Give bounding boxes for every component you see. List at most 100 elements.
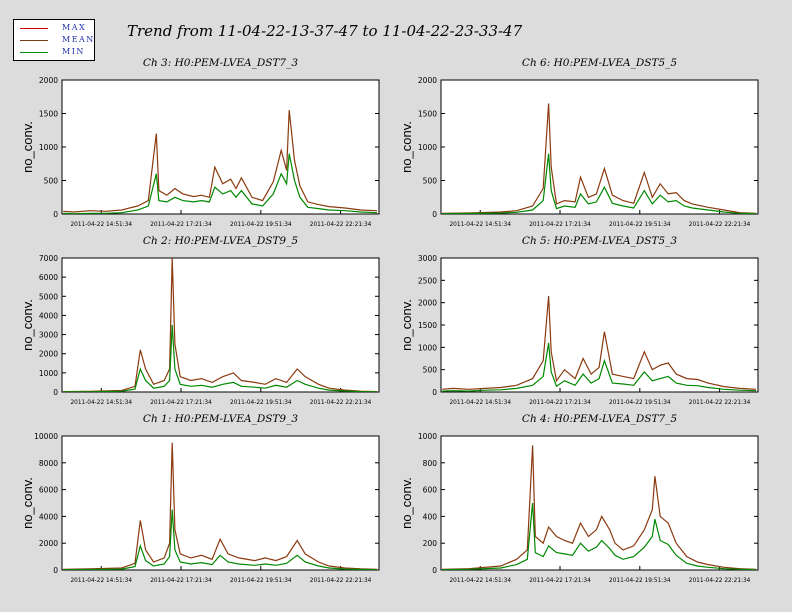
chart-4-ytick-label-4: 2000 xyxy=(418,299,437,308)
chart-3-ytick-label-5: 5000 xyxy=(39,292,58,301)
chart-4-ytick-label-1: 500 xyxy=(423,366,438,375)
chart-2-ytick-label-2: 1000 xyxy=(418,143,437,152)
chart-5-xtick-label-0: 2011-04-22 14:51:34 xyxy=(70,578,132,584)
chart-6-ytick-label-0: 0 xyxy=(432,566,437,575)
chart-5-ylabel: no_conv. xyxy=(20,477,35,529)
chart-5-series-min xyxy=(63,509,378,570)
chart-4-ytick-label-3: 1500 xyxy=(418,321,437,330)
chart-1-ytick-label-1: 500 xyxy=(44,177,59,186)
chart-2-plot-area xyxy=(440,79,759,215)
chart-5-xtick-label-1: 2011-04-22 17:21:34 xyxy=(150,578,212,584)
legend: MAX MEAN MIN xyxy=(13,19,95,61)
chart-3-series-min xyxy=(63,324,378,392)
legend-item-min: MIN xyxy=(18,47,92,59)
legend-swatch-max xyxy=(20,28,48,29)
chart-4-ytick-label-5: 2500 xyxy=(418,276,437,285)
chart-5-ytick-label-4: 8000 xyxy=(39,459,58,468)
chart-6-ytick-label-4: 800 xyxy=(423,459,438,468)
chart-1-ytick-label-0: 0 xyxy=(53,210,58,219)
chart-3-xtick-label-1: 2011-04-22 17:21:34 xyxy=(150,400,212,406)
chart-2-title: Ch 6: H0:PEM-LVEA_DST5_5 xyxy=(522,57,677,69)
chart-5-ytick-label-0: 0 xyxy=(53,566,58,575)
chart-1-ylabel: no_conv. xyxy=(20,121,35,173)
chart-2-xtick-label-0: 2011-04-22 14:51:34 xyxy=(449,222,511,228)
chart-4-xtick-label-2: 2011-04-22 19:51:34 xyxy=(609,400,671,406)
chart-2-xtick-label-1: 2011-04-22 17:21:34 xyxy=(529,222,591,228)
chart-2-ytick-label-1: 500 xyxy=(423,177,438,186)
chart-3-title: Ch 2: H0:PEM-LVEA_DST9_5 xyxy=(143,235,298,247)
chart-6-title: Ch 4: H0:PEM-LVEA_DST7_5 xyxy=(522,413,677,425)
legend-label-mean: MEAN xyxy=(62,35,95,44)
chart-5-title: Ch 1: H0:PEM-LVEA_DST9_3 xyxy=(143,413,298,425)
chart-1-xtick-label-1: 2011-04-22 17:21:34 xyxy=(150,222,212,228)
chart-1-ytick-label-3: 1500 xyxy=(39,110,58,119)
legend-swatch-mean xyxy=(20,40,48,41)
chart-3-ytick-label-0: 0 xyxy=(53,388,58,397)
chart-6-xtick-label-1: 2011-04-22 17:21:34 xyxy=(529,578,591,584)
chart-6-ytick-label-5: 1000 xyxy=(418,432,437,441)
chart-5-ytick-label-2: 4000 xyxy=(39,512,58,521)
chart-4-ylabel: no_conv. xyxy=(399,299,414,351)
chart-4-ytick-label-0: 0 xyxy=(432,388,437,397)
chart-6-xtick-label-3: 2011-04-22 22:21:34 xyxy=(689,578,751,584)
chart-6-series-max xyxy=(442,445,757,570)
chart-3-series-max xyxy=(63,258,378,392)
chart-5-xtick-label-3: 2011-04-22 22:21:34 xyxy=(310,578,372,584)
chart-4-series-max xyxy=(442,295,757,390)
chart-2-ytick-label-0: 0 xyxy=(432,210,437,219)
chart-6-ytick-label-1: 200 xyxy=(423,539,438,548)
chart-5-xtick-label-2: 2011-04-22 19:51:34 xyxy=(230,578,292,584)
chart-6-xtick-label-2: 2011-04-22 19:51:34 xyxy=(609,578,671,584)
chart-1-series-max xyxy=(63,110,378,213)
chart-1-xtick-label-3: 2011-04-22 22:21:34 xyxy=(310,222,372,228)
chart-1-xtick-label-2: 2011-04-22 19:51:34 xyxy=(230,222,292,228)
chart-1-ytick-label-2: 1000 xyxy=(39,143,58,152)
chart-5-ytick-label-3: 6000 xyxy=(39,486,58,495)
chart-2-ytick-label-4: 2000 xyxy=(418,76,437,85)
chart-6-plot-area xyxy=(440,435,759,571)
chart-6-xtick-label-0: 2011-04-22 14:51:34 xyxy=(449,578,511,584)
chart-3-plot-area xyxy=(61,257,380,393)
chart-6-ylabel: no_conv. xyxy=(399,477,414,529)
chart-3-xtick-label-2: 2011-04-22 19:51:34 xyxy=(230,400,292,406)
chart-2-ylabel: no_conv. xyxy=(399,121,414,173)
legend-label-min: MIN xyxy=(62,47,85,56)
chart-1-title: Ch 3: H0:PEM-LVEA_DST7_3 xyxy=(143,57,298,69)
chart-5-ytick-label-5: 10000 xyxy=(34,432,58,441)
legend-item-mean: MEAN xyxy=(18,35,95,47)
chart-6-series-min xyxy=(442,502,757,570)
chart-4-xtick-label-3: 2011-04-22 22:21:34 xyxy=(689,400,751,406)
chart-6-ytick-label-2: 400 xyxy=(423,512,438,521)
legend-label-max: MAX xyxy=(62,23,87,32)
chart-1-plot-area xyxy=(61,79,380,215)
chart-4-xtick-label-1: 2011-04-22 17:21:34 xyxy=(529,400,591,406)
chart-3-ytick-label-2: 2000 xyxy=(39,350,58,359)
chart-4-series-min xyxy=(442,342,757,392)
chart-3-ytick-label-6: 6000 xyxy=(39,273,58,282)
chart-5-series-max xyxy=(63,442,378,570)
chart-3-ylabel: no_conv. xyxy=(20,299,35,351)
legend-swatch-min xyxy=(20,52,48,53)
chart-3-ytick-label-3: 3000 xyxy=(39,331,58,340)
chart-2-series-min xyxy=(442,153,757,214)
chart-2-ytick-label-3: 1500 xyxy=(418,110,437,119)
chart-5-plot-area xyxy=(61,435,380,571)
chart-3-xtick-label-0: 2011-04-22 14:51:34 xyxy=(70,400,132,406)
page-title: Trend from 11-04-22-13-37-47 to 11-04-22… xyxy=(127,22,523,40)
chart-4-ytick-label-6: 3000 xyxy=(418,254,437,263)
chart-3-ytick-label-1: 1000 xyxy=(39,369,58,378)
chart-3-xtick-label-3: 2011-04-22 22:21:34 xyxy=(310,400,372,406)
chart-1-ytick-label-4: 2000 xyxy=(39,76,58,85)
chart-2-xtick-label-2: 2011-04-22 19:51:34 xyxy=(609,222,671,228)
chart-4-plot-area xyxy=(440,257,759,393)
chart-4-title: Ch 5: H0:PEM-LVEA_DST5_3 xyxy=(522,235,677,247)
chart-6-ytick-label-3: 600 xyxy=(423,486,438,495)
chart-2-series-max xyxy=(442,103,757,214)
chart-2-xtick-label-3: 2011-04-22 22:21:34 xyxy=(689,222,751,228)
legend-item-max: MAX xyxy=(18,23,92,35)
chart-1-xtick-label-0: 2011-04-22 14:51:34 xyxy=(70,222,132,228)
chart-4-ytick-label-2: 1000 xyxy=(418,343,437,352)
chart-5-ytick-label-1: 2000 xyxy=(39,539,58,548)
chart-3-ytick-label-7: 7000 xyxy=(39,254,58,263)
